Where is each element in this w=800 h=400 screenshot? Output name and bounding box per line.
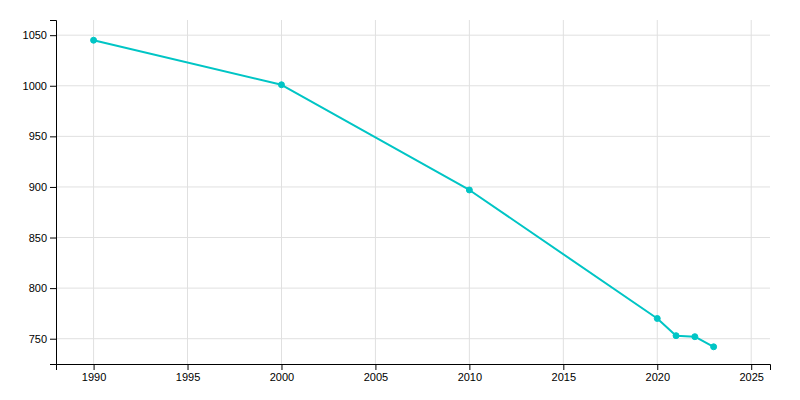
x-tick: 1995 (176, 364, 200, 383)
y-tick: 1050 (23, 29, 56, 41)
y-tick-mark (50, 238, 56, 239)
x-tick-label: 2010 (458, 371, 482, 383)
x-axis-line (57, 365, 771, 371)
y-tick-mark (50, 136, 56, 137)
x-tick: 2020 (646, 364, 670, 383)
plot-area: 1990 1995 2000 2005 2010 2015 2020 2025 750 800 85… (23, 20, 771, 383)
x-tick: 2010 (458, 364, 482, 383)
y-grid-line (56, 85, 770, 86)
x-tick-label: 2000 (270, 371, 294, 383)
marks (91, 37, 717, 350)
y-tick-mark (50, 86, 56, 87)
y-tick-mark (50, 35, 56, 36)
x-tick-label: 2025 (739, 371, 763, 383)
x-tick-mark (563, 364, 564, 370)
y-tick: 900 (29, 181, 56, 193)
y-tick-label: 900 (29, 181, 47, 193)
grid (56, 20, 770, 364)
y-tick-label: 1050 (23, 29, 47, 41)
x-tick-mark (657, 364, 658, 370)
y-tick-mark (50, 339, 56, 340)
y-grid-line (56, 186, 770, 187)
y-grid-line (56, 288, 770, 289)
x-grid-line (281, 20, 282, 364)
y-grid-line (56, 136, 770, 137)
line (94, 40, 714, 347)
x-tick-mark (94, 364, 95, 370)
x-tick-label: 2005 (364, 371, 388, 383)
y-tick: 800 (29, 282, 56, 294)
y-tick-label: 750 (29, 333, 47, 345)
y-axis: 750 800 850 900 950 1000 1050 (23, 21, 57, 365)
y-tick: 850 (29, 232, 56, 244)
y-grid-line (56, 237, 770, 238)
point (673, 333, 679, 339)
x-tick-mark (188, 364, 189, 370)
y-tick-label: 800 (29, 282, 47, 294)
point (654, 315, 660, 321)
y-grid-line (56, 338, 770, 339)
y-tick: 1000 (23, 80, 56, 92)
x-grid-line (187, 20, 188, 364)
y-tick-mark (50, 288, 56, 289)
x-tick: 1990 (82, 364, 106, 383)
point (278, 82, 284, 88)
point (91, 37, 97, 43)
x-grid-line (657, 20, 658, 364)
x-tick-label: 2020 (646, 371, 670, 383)
x-tick: 2015 (552, 364, 576, 383)
y-tick-label: 1000 (23, 80, 47, 92)
y-grid-line (56, 35, 770, 36)
y-tick: 950 (29, 130, 56, 142)
x-tick-mark (751, 364, 752, 370)
x-tick-label: 2015 (552, 371, 576, 383)
x-grid-line (751, 20, 752, 364)
x-grid-line (375, 20, 376, 364)
x-axis: 1990 1995 2000 2005 2010 2015 2020 2025 (57, 364, 771, 383)
x-grid-line (93, 20, 94, 364)
point (692, 334, 698, 340)
y-tick: 750 (29, 333, 56, 345)
x-tick-mark (281, 364, 282, 370)
x-tick: 2025 (739, 364, 763, 383)
y-tick-mark (50, 187, 56, 188)
y-tick-label: 850 (29, 232, 47, 244)
point (466, 187, 472, 193)
y-axis-line (50, 21, 57, 365)
chart-container: 1990 1995 2000 2005 2010 2015 2020 2025 750 800 85… (0, 0, 800, 400)
point (711, 344, 717, 350)
x-tick: 2000 (270, 364, 294, 383)
x-tick-mark (375, 364, 376, 370)
chart-svg: 1990 1995 2000 2005 2010 2015 2020 2025 750 800 85… (0, 0, 800, 400)
x-tick-mark (469, 364, 470, 370)
x-tick-label: 1995 (176, 371, 200, 383)
y-tick-label: 950 (29, 130, 47, 142)
x-grid-line (563, 20, 564, 364)
x-tick: 2005 (364, 364, 388, 383)
x-tick-label: 1990 (82, 371, 106, 383)
